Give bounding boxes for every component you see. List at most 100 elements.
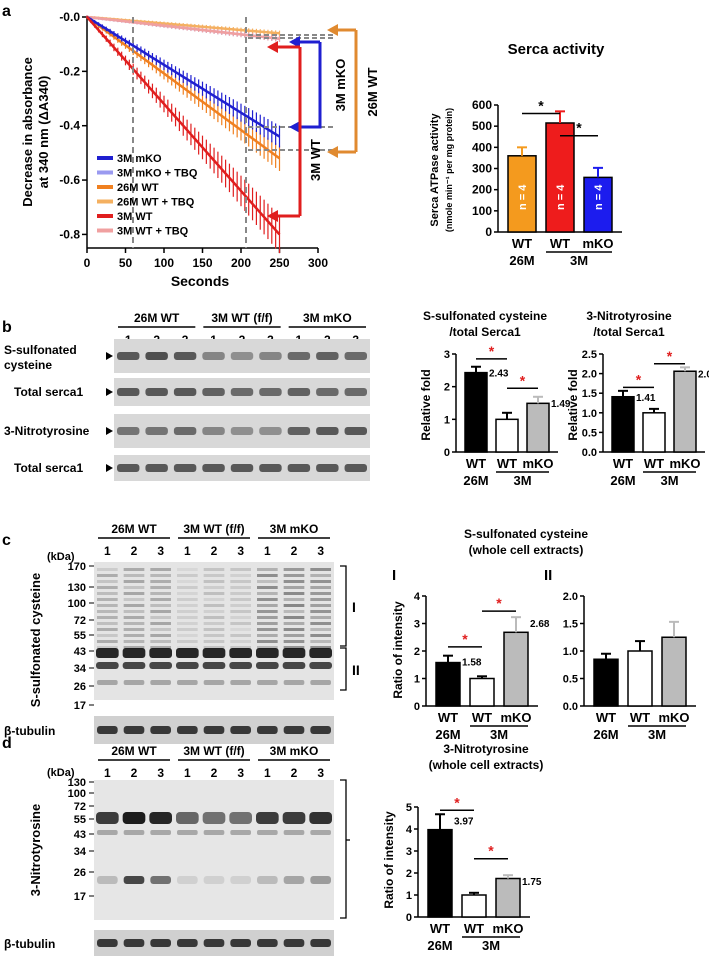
blot-band [203, 592, 225, 595]
blot-band [150, 592, 171, 595]
bar [583, 176, 613, 233]
blot-band [97, 726, 118, 734]
blot-band [344, 388, 367, 396]
blot-band [283, 646, 305, 649]
blot-band [203, 628, 225, 631]
blot-band [283, 580, 305, 583]
kinetics-ytick: -0.6 [59, 173, 80, 187]
blot-band [203, 680, 225, 685]
bar [545, 122, 575, 233]
mko-bracket [289, 36, 322, 133]
kda-marker: 26 [74, 681, 86, 693]
blot-band [230, 680, 251, 685]
kda-marker: 43 [74, 646, 86, 658]
blot-band [203, 622, 225, 625]
n-label: n = 4 [593, 184, 605, 210]
blot-band [229, 812, 252, 824]
blot-band [123, 592, 145, 595]
significance-star: * [520, 372, 526, 388]
blot-group-label: 3M mKO [303, 311, 352, 325]
blot-band [97, 830, 118, 835]
blot-band [283, 634, 305, 637]
region-label: I [392, 567, 396, 584]
y-tick: 1.0 [582, 408, 597, 420]
blot-band [150, 580, 171, 583]
blot-band [257, 628, 278, 631]
blot-band [257, 634, 278, 637]
blot-band [283, 628, 305, 631]
kinetics-ylabel-1: Decrease in absorbance [20, 57, 35, 207]
blot-band [230, 640, 251, 643]
blot-group-label: 26M WT [111, 744, 157, 758]
group-label: 26M [463, 473, 488, 488]
blot-band [256, 662, 279, 669]
blot-band [310, 574, 331, 577]
group-label: 3M [648, 727, 666, 742]
blot-band [97, 604, 118, 607]
legend-label: 3M WT [117, 211, 153, 223]
arrow-icon [106, 388, 113, 396]
lane-number: 2 [291, 766, 298, 780]
lane-number: 3 [237, 766, 244, 780]
blot-band [257, 598, 278, 601]
y-tick: 3 [406, 846, 412, 858]
blot-ylabel: 3-Nitrotyrosine [28, 804, 43, 896]
blot-band [287, 352, 311, 360]
category-label: WT [644, 456, 664, 471]
blot-band [283, 876, 305, 884]
y-tick: 0.0 [582, 447, 597, 459]
kda-marker: 170 [68, 561, 86, 573]
region-label: I [352, 599, 356, 615]
blot-band [256, 648, 279, 658]
blot-band [257, 574, 278, 577]
blot-band [177, 610, 198, 613]
blot-band [177, 598, 198, 601]
blot-band [283, 680, 305, 685]
blot-band [202, 388, 225, 396]
panel-c-letter: c [2, 532, 11, 549]
blot-band [123, 616, 145, 619]
blot-band [177, 586, 198, 589]
y-tick: 2 [444, 382, 450, 394]
row-label: 3-Nitrotyrosine [4, 424, 90, 438]
region-label: II [352, 662, 360, 678]
blot-band [230, 427, 254, 435]
y-tick: 1 [414, 674, 420, 686]
blot-band [150, 634, 171, 637]
category-label: mKO [500, 710, 531, 725]
blot-group-label: 26M WT [134, 311, 180, 325]
value-label: 3.97 [454, 816, 474, 827]
blot-band [310, 830, 331, 835]
legend-label: 3M WT + TBQ [117, 226, 189, 238]
kinetics-xtick: 250 [269, 256, 289, 270]
category-label: WT [464, 921, 484, 936]
significance-star: * [576, 120, 582, 136]
bar [642, 412, 666, 453]
blot-band [203, 726, 225, 734]
y-tick: 600 [472, 98, 492, 112]
blot-band [203, 830, 225, 835]
blot-band [282, 648, 306, 658]
blot-band [230, 574, 251, 577]
bar [435, 661, 461, 707]
category-label: WT [613, 456, 633, 471]
category-label: WT [466, 456, 486, 471]
row-label: Total serca1 [14, 385, 83, 399]
significance-star: * [462, 631, 468, 647]
value-label: 1.75 [522, 877, 542, 888]
serca-title: Serca activity [508, 41, 605, 58]
legend-label: 3M mKO + TBQ [117, 168, 198, 180]
b-chart1-title-1: S-sulfonated cysteine [423, 309, 547, 323]
lane-number: 3 [237, 544, 244, 558]
blot-band [283, 939, 305, 947]
blot-band [203, 876, 225, 884]
tubulin-label: β-tubulin [4, 937, 55, 951]
blot-band [177, 592, 198, 595]
blot-group-label: 3M WT (f/f) [183, 744, 244, 758]
category-label: WT [497, 456, 517, 471]
blot-band [123, 610, 145, 613]
blot-band [149, 812, 172, 824]
blot-band [287, 464, 311, 472]
blot-band [97, 586, 118, 589]
category-label: WT [512, 236, 532, 251]
